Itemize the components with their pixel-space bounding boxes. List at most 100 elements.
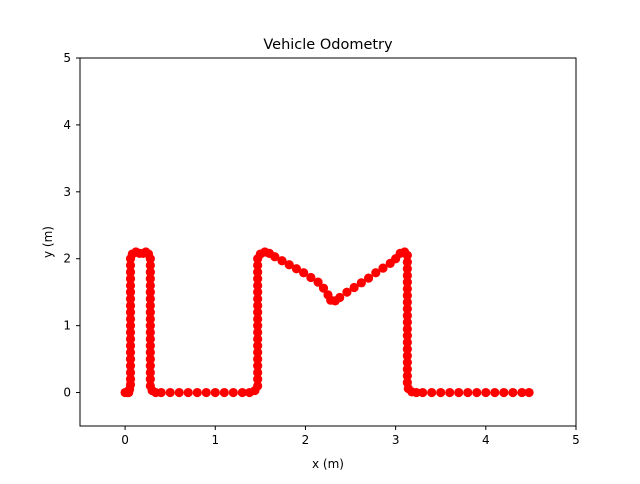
odometry-point bbox=[378, 263, 388, 273]
odometry-point bbox=[335, 292, 345, 303]
odometry-point bbox=[402, 364, 412, 374]
x-tick-label: 4 bbox=[482, 433, 490, 447]
odometry-point bbox=[349, 282, 359, 293]
odometry-point bbox=[253, 274, 263, 284]
odometry-point bbox=[156, 387, 166, 398]
odometry-point bbox=[125, 280, 136, 291]
odometry-point bbox=[411, 387, 421, 398]
odometry-point bbox=[125, 260, 136, 271]
y-tick-label: 0 bbox=[63, 386, 71, 400]
odometry-point bbox=[402, 304, 412, 314]
odometry-point bbox=[253, 354, 263, 364]
odometry-point bbox=[253, 280, 263, 291]
odometry-point bbox=[145, 367, 155, 378]
y-tick-label: 3 bbox=[63, 185, 71, 199]
odometry-point bbox=[402, 284, 412, 294]
x-tick-label: 0 bbox=[121, 433, 129, 447]
odometry-point bbox=[125, 321, 136, 331]
odometry-point bbox=[253, 307, 263, 317]
odometry-point bbox=[371, 268, 381, 278]
odometry-point bbox=[145, 274, 155, 284]
odometry-point bbox=[253, 327, 263, 337]
odometry-point bbox=[145, 314, 155, 324]
odometry-point bbox=[318, 283, 329, 293]
odometry-point bbox=[253, 334, 263, 344]
odometry-point bbox=[463, 387, 473, 398]
odometry-point bbox=[481, 387, 491, 398]
odometry-point bbox=[253, 347, 263, 357]
odometry-point bbox=[284, 260, 294, 270]
odometry-point bbox=[402, 264, 412, 274]
x-tick-label: 3 bbox=[392, 433, 400, 447]
odometry-point bbox=[402, 317, 412, 327]
odometry-point bbox=[402, 250, 412, 260]
y-tick-label: 5 bbox=[63, 51, 71, 65]
odometry-point bbox=[125, 347, 136, 357]
odometry-point bbox=[402, 297, 412, 307]
odometry-point bbox=[454, 387, 464, 398]
odometry-point bbox=[402, 290, 412, 301]
odometry-point bbox=[145, 300, 155, 311]
odometry-point bbox=[402, 371, 412, 381]
odometry-point bbox=[402, 351, 412, 361]
y-axis-label: y (m) bbox=[41, 226, 55, 258]
odometry-point bbox=[192, 387, 202, 398]
odometry-point bbox=[445, 387, 455, 398]
odometry-point bbox=[125, 334, 136, 344]
ticks-layer: 0 1 2 3 4 5 0 1 2 3 4 5 bbox=[63, 51, 579, 447]
odometry-point bbox=[253, 367, 263, 378]
odometry-point bbox=[125, 327, 136, 337]
y-tick-label: 1 bbox=[63, 319, 71, 333]
odometry-point bbox=[145, 321, 155, 331]
odometry-point bbox=[253, 287, 263, 297]
odometry-point bbox=[363, 273, 374, 283]
odometry-point bbox=[402, 277, 412, 287]
data-points-layer bbox=[120, 247, 534, 398]
odometry-point bbox=[125, 341, 136, 351]
odometry-point bbox=[402, 311, 412, 321]
odometry-point bbox=[524, 387, 534, 398]
odometry-point bbox=[253, 260, 263, 271]
odometry-point bbox=[145, 294, 155, 304]
odometry-point bbox=[436, 387, 446, 398]
odometry-point bbox=[253, 314, 263, 324]
odometry-point bbox=[299, 268, 309, 278]
chart-title: Vehicle Odometry bbox=[263, 37, 393, 53]
odometry-point bbox=[125, 287, 136, 297]
odometry-point bbox=[291, 264, 302, 274]
y-tick-label: 4 bbox=[63, 118, 71, 132]
odometry-point bbox=[253, 361, 263, 371]
odometry-point bbox=[253, 374, 263, 384]
odometry-point bbox=[145, 354, 155, 364]
odometry-point bbox=[313, 277, 323, 287]
odometry-point bbox=[228, 387, 238, 398]
odometry-point bbox=[342, 287, 352, 297]
odometry-point bbox=[427, 387, 437, 398]
odometry-point bbox=[237, 387, 247, 398]
odometry-point bbox=[253, 381, 263, 391]
odometry-point bbox=[145, 307, 155, 317]
odometry-point bbox=[125, 374, 136, 384]
x-tick-label: 1 bbox=[211, 433, 219, 447]
odometry-point bbox=[402, 337, 412, 347]
odometry-point bbox=[253, 321, 263, 331]
odometry-point bbox=[402, 344, 412, 354]
odometry-point bbox=[253, 267, 263, 277]
odometry-point bbox=[145, 374, 155, 384]
odometry-point bbox=[145, 341, 155, 351]
odometry-point bbox=[201, 387, 211, 398]
odometry-point bbox=[490, 387, 500, 398]
odometry-point bbox=[145, 267, 155, 277]
odometry-point bbox=[402, 331, 412, 341]
odometry-point bbox=[145, 254, 155, 264]
odometry-point bbox=[253, 341, 263, 351]
odometry-point bbox=[125, 307, 136, 317]
odometry-point bbox=[125, 354, 136, 364]
axes-frame bbox=[79, 57, 577, 427]
odometry-point bbox=[145, 347, 155, 357]
odometry-point bbox=[277, 256, 287, 266]
odometry-point bbox=[517, 387, 527, 398]
odometry-point bbox=[174, 387, 184, 398]
